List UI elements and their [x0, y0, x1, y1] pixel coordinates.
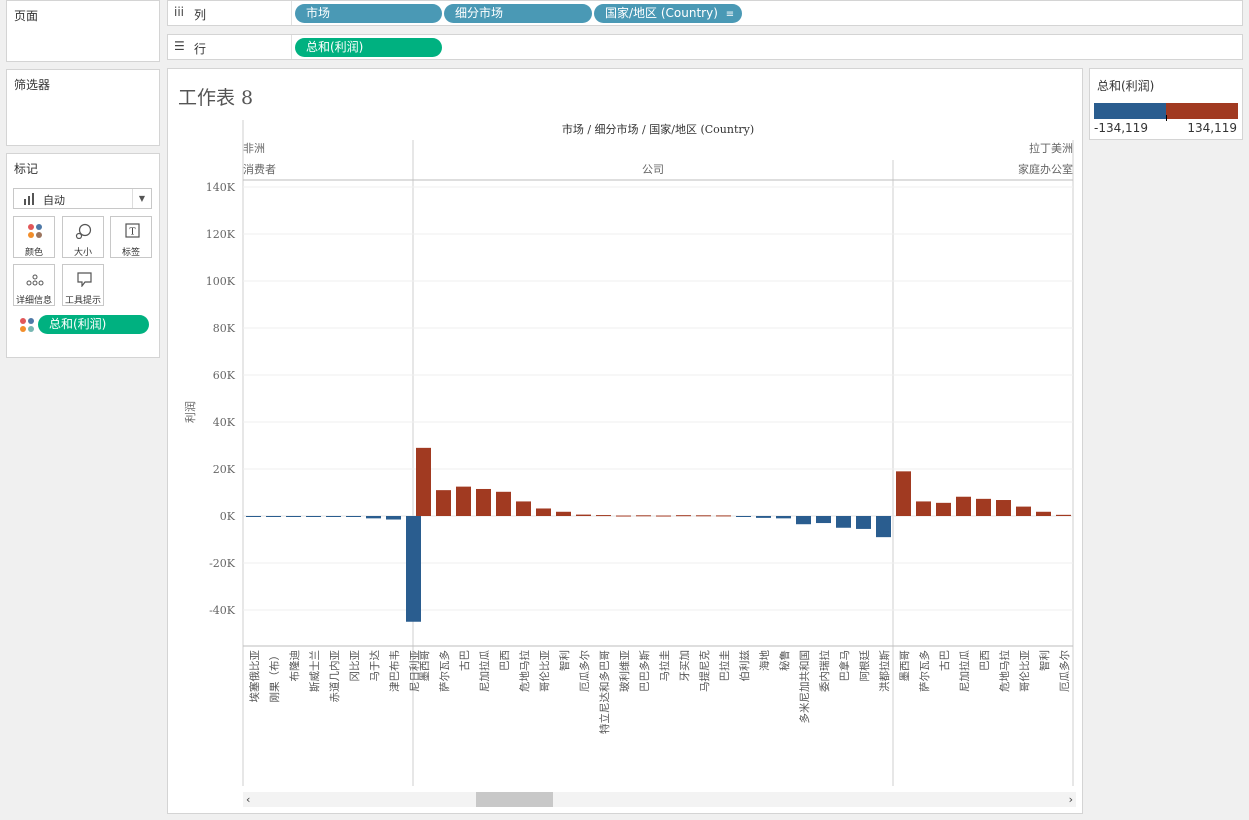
color-dots-icon — [20, 318, 34, 332]
legend-title: 总和(利润) — [1097, 79, 1155, 93]
columns-label: 列 — [194, 8, 207, 22]
chevron-down-icon: ▼ — [132, 189, 151, 208]
tooltip-icon — [77, 272, 92, 287]
size-icon — [75, 223, 92, 239]
size-button[interactable]: 大小 — [62, 216, 104, 258]
text-label-icon: T — [125, 223, 140, 238]
rows-label: 行 — [194, 42, 207, 56]
sort-descending-icon: ≡ — [725, 9, 735, 20]
legend-negative-swatch — [1094, 103, 1166, 119]
columns-icon: iii — [174, 5, 185, 19]
sheet-title: 工作表 8 — [178, 87, 254, 109]
filters-title: 筛选器 — [14, 78, 51, 92]
legend-midpoint — [1166, 115, 1167, 121]
detail-dots-icon — [26, 274, 44, 286]
mark-type-label: 自动 — [43, 194, 65, 207]
marks-title: 标记 — [14, 162, 39, 176]
legend-max-label: 134,119 — [1187, 121, 1237, 135]
bar-chart-icon — [24, 193, 34, 205]
legend-positive-swatch — [1166, 103, 1238, 119]
label-button[interactable]: T 标签 — [110, 216, 152, 258]
scrollbar-thumb[interactable] — [476, 792, 553, 807]
detail-button[interactable]: 详细信息 — [13, 264, 55, 306]
column-pill-country[interactable]: 国家/地区 (Country) ≡ — [594, 4, 742, 23]
mark-color-pill[interactable]: 总和(利润) — [38, 315, 149, 334]
horizontal-scrollbar[interactable]: ‹ › — [243, 792, 1076, 807]
mark-type-dropdown[interactable]: 自动 ▼ — [13, 188, 152, 209]
color-button[interactable]: 颜色 — [13, 216, 55, 258]
pages-title: 页面 — [14, 9, 39, 23]
pages-card[interactable]: 页面 — [6, 0, 160, 62]
tooltip-button-label: 工具提示 — [64, 296, 101, 306]
tooltip-button[interactable]: 工具提示 — [62, 264, 104, 306]
columns-shelf[interactable]: iii 列 市场 细分市场 国家/地区 (Country) ≡ — [167, 0, 1243, 26]
rows-shelf-label-area: ☰ 行 — [168, 35, 292, 59]
svg-text:T: T — [129, 228, 135, 238]
size-button-label: 大小 — [73, 248, 92, 258]
scroll-right-icon[interactable]: › — [1068, 793, 1073, 806]
column-pill-country-label: 国家/地区 (Country) — [605, 6, 718, 20]
rows-icon: ☰ — [174, 39, 185, 53]
color-legend[interactable]: 总和(利润) -134,119 134,119 — [1089, 68, 1243, 140]
column-pill-segment[interactable]: 细分市场 — [444, 4, 592, 23]
rows-shelf[interactable]: ☰ 行 总和(利润) — [167, 34, 1243, 60]
filters-card[interactable]: 筛选器 — [6, 69, 160, 146]
label-button-label: 标签 — [121, 248, 140, 258]
columns-shelf-label-area: iii 列 — [168, 1, 292, 25]
row-pill-profit[interactable]: 总和(利润) — [295, 38, 442, 57]
worksheet-view — [167, 68, 1083, 814]
scroll-left-icon[interactable]: ‹ — [246, 793, 251, 806]
color-button-label: 颜色 — [24, 248, 43, 258]
column-pill-market[interactable]: 市场 — [295, 4, 442, 23]
detail-button-label: 详细信息 — [15, 296, 52, 306]
legend-min-label: -134,119 — [1094, 121, 1148, 135]
color-dots-icon — [28, 224, 42, 238]
